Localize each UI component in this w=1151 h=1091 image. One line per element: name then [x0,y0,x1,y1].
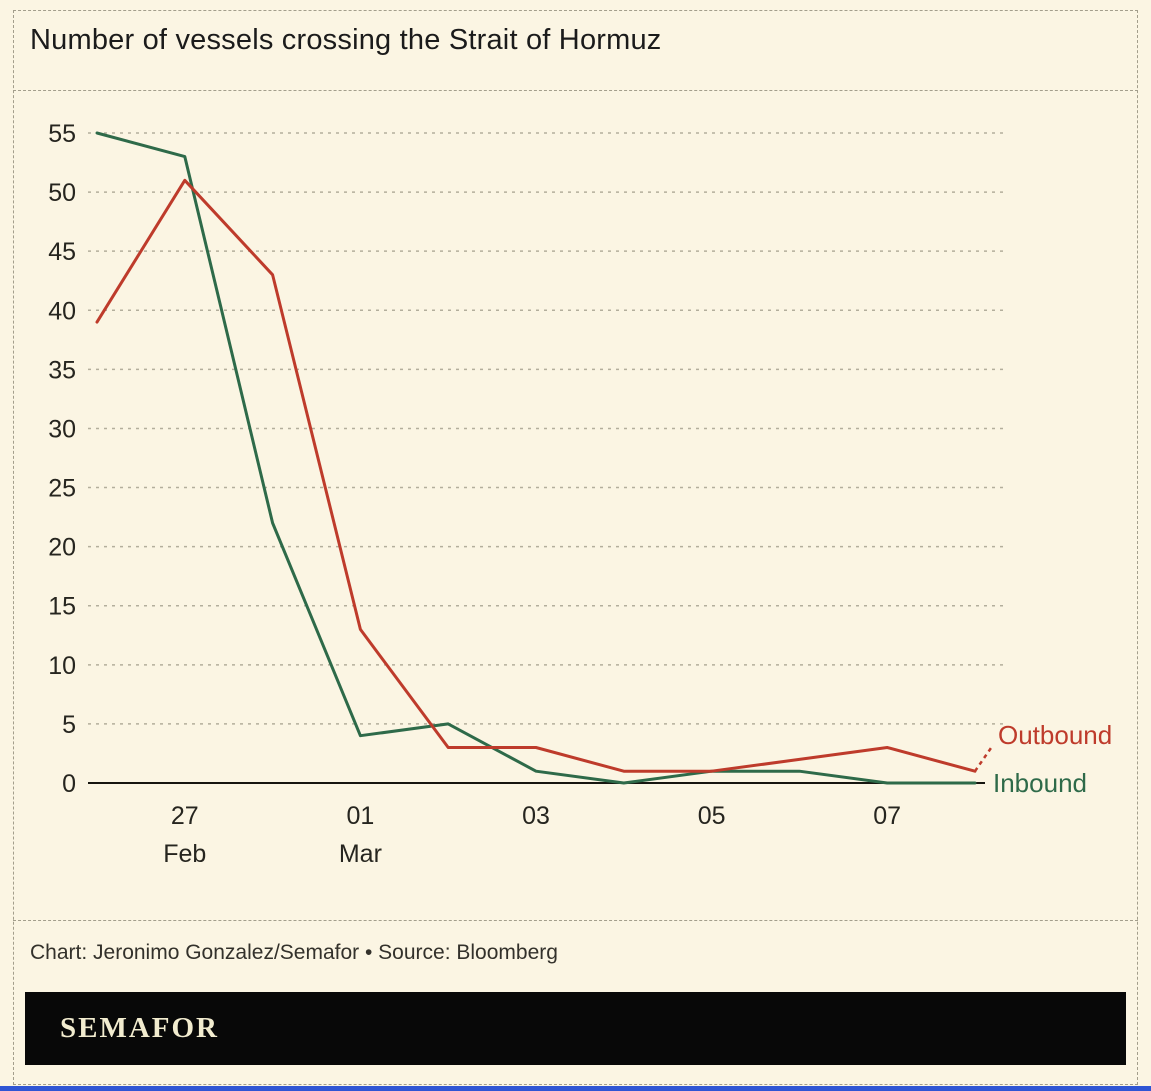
y-tick-label: 50 [48,179,76,207]
chart-credit: Chart: Jeronimo Gonzalez/Semafor • Sourc… [30,941,558,964]
x-tick-label: 07 [873,802,901,830]
series-label-inbound: Inbound [993,768,1087,798]
y-tick-label: 35 [48,356,76,384]
separator-top [13,90,1138,91]
brand-bar: SEMAFOR [25,992,1126,1065]
y-tick-label: 25 [48,475,76,503]
y-tick-label: 20 [48,534,76,562]
bottom-accent-stripe [0,1086,1151,1091]
y-tick-label: 10 [48,652,76,680]
y-tick-label: 5 [62,711,76,739]
chart-title: Number of vessels crossing the Strait of… [30,24,662,56]
x-tick-label: 01 [346,802,374,830]
y-tick-label: 15 [48,593,76,621]
y-tick-label: 55 [48,120,76,148]
y-tick-label: 0 [62,770,76,798]
x-tick-label: 05 [698,802,726,830]
x-tick-month-label: Mar [339,840,382,868]
x-tick-label: 27 [171,802,199,830]
outbound-line [95,178,977,773]
outbound-line-dashed-tail [973,747,993,772]
x-tick-month-label: Feb [163,840,206,868]
y-tick-label: 40 [48,297,76,325]
separator-bottom [13,920,1138,921]
x-tick-label: 03 [522,802,550,830]
y-tick-label: 30 [48,415,76,443]
y-tick-label: 45 [48,238,76,266]
series-label-outbound: Outbound [998,720,1112,750]
inbound-line [95,131,977,785]
brand-logo: SEMAFOR [60,1012,219,1044]
